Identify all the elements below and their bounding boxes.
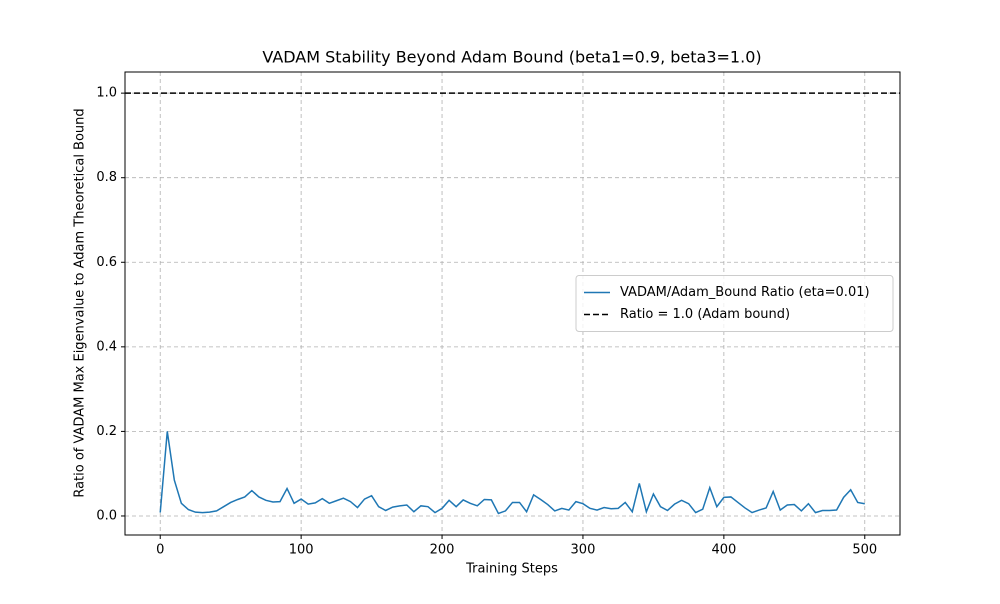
legend-label: VADAM/Adam_Bound Ratio (eta=0.01) — [620, 285, 870, 300]
x-tick-label: 500 — [852, 543, 877, 558]
y-axis-label: Ratio of VADAM Max Eigenvalue to Adam Th… — [73, 108, 88, 497]
plot-frame — [124, 71, 901, 536]
y-tick-label: 0.4 — [96, 339, 117, 354]
chart-title: VADAM Stability Beyond Adam Bound (beta1… — [262, 48, 761, 67]
x-tick-label: 200 — [430, 543, 455, 558]
y-tick-label: 0.8 — [96, 170, 117, 185]
x-tick-label: 0 — [156, 543, 164, 558]
y-tick-label: 0.0 — [96, 508, 117, 523]
x-tick-label: 300 — [571, 543, 596, 558]
x-tick-label: 100 — [289, 543, 314, 558]
x-axis-label: Training Steps — [465, 562, 558, 577]
legend: VADAM/Adam_Bound Ratio (eta=0.01) Ratio =… — [575, 275, 894, 332]
data-line — [159, 431, 865, 515]
x-tick-label: 400 — [711, 543, 736, 558]
y-tick-label: 1.0 — [96, 86, 117, 101]
legend-label: Ratio = 1.0 (Adam bound) — [620, 307, 790, 322]
legend-box — [575, 275, 894, 332]
y-tick-label: 0.6 — [96, 255, 117, 270]
y-tick-label: 0.2 — [96, 424, 117, 439]
